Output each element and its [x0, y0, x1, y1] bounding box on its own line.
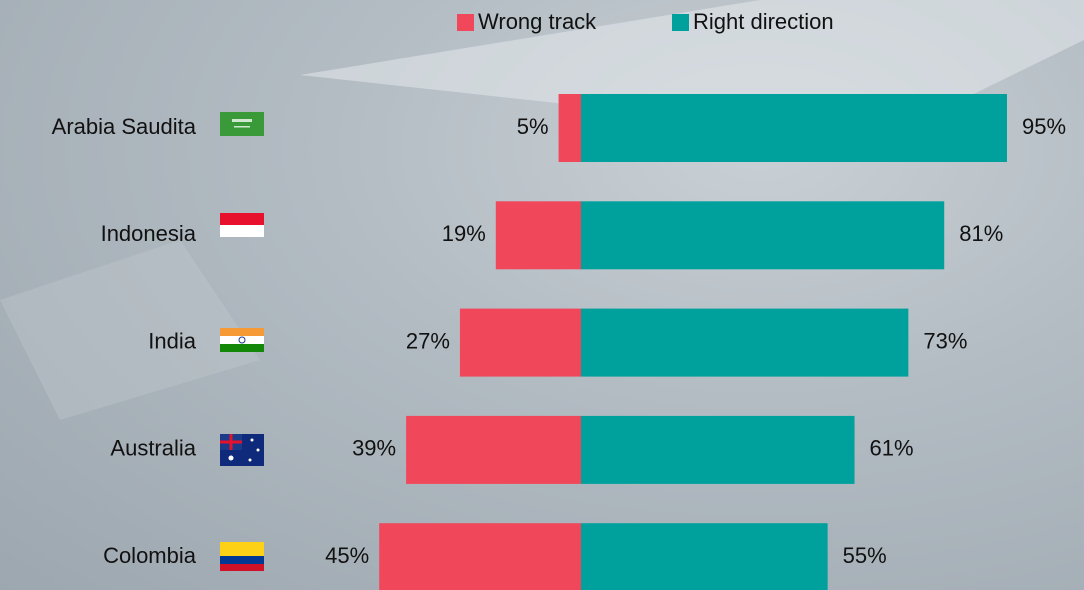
- bar: [581, 523, 828, 590]
- bar: [581, 416, 855, 484]
- category-label: India: [148, 328, 196, 353]
- bar: [559, 94, 581, 162]
- value-label: 61%: [870, 436, 914, 461]
- chart: Wrong track Right direction Arabia Saudita…: [0, 0, 1084, 590]
- flag-colombia: [220, 542, 264, 571]
- flag-india: [220, 328, 264, 352]
- value-label: 45%: [325, 543, 369, 568]
- value-label: 73%: [923, 328, 967, 353]
- flag-saudi-arabia: [220, 112, 264, 136]
- value-label: 55%: [843, 543, 887, 568]
- bar: [581, 309, 908, 377]
- value-label: 81%: [959, 221, 1003, 246]
- value-label: 39%: [352, 436, 396, 461]
- bar: [581, 94, 1007, 162]
- category-label: Indonesia: [101, 221, 197, 246]
- bar: [496, 201, 581, 269]
- bar: [581, 201, 944, 269]
- flag-indonesia: [220, 213, 264, 237]
- bar: [379, 523, 581, 590]
- value-label: 95%: [1022, 114, 1066, 139]
- bar: [406, 416, 581, 484]
- flags: [220, 112, 264, 571]
- legend-label: Wrong track: [478, 9, 597, 34]
- category-label: Colombia: [103, 543, 197, 568]
- legend-swatch: [457, 14, 474, 31]
- value-label: 5%: [517, 114, 549, 139]
- page: Wrong track Right direction Arabia Saudita…: [0, 0, 1084, 590]
- bar: [460, 309, 581, 377]
- legend-label: Right direction: [693, 9, 834, 34]
- flag-australia: [220, 434, 264, 466]
- legend-swatch: [672, 14, 689, 31]
- category-label: Arabia Saudita: [52, 114, 197, 139]
- value-label: 27%: [406, 328, 450, 353]
- value-label: 19%: [442, 221, 486, 246]
- category-label: Australia: [110, 436, 196, 461]
